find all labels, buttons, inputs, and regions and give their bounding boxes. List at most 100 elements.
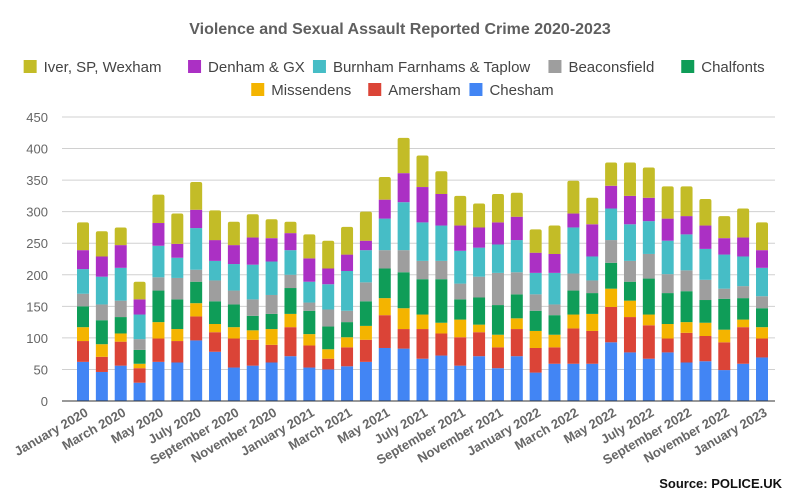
- bar-segment: [114, 245, 127, 268]
- bar-segment: [454, 337, 467, 366]
- bar-segment: [284, 327, 297, 357]
- bar-segment: [284, 250, 297, 275]
- bar-segment: [473, 297, 486, 325]
- bar-segment: [359, 339, 372, 362]
- bar-segment: [416, 329, 429, 359]
- bar-segment: [265, 362, 278, 401]
- legend-item[interactable]: Amersham: [368, 82, 461, 99]
- bar-segment: [303, 367, 316, 401]
- bar-segment: [95, 231, 108, 257]
- bar-stack: [491, 193, 504, 401]
- bar-segment: [322, 284, 335, 310]
- bar-segment: [95, 356, 108, 372]
- bar-segment: [586, 224, 599, 257]
- bar-segment: [265, 261, 278, 295]
- bar-segment: [718, 298, 731, 330]
- bar-segment: [473, 247, 486, 277]
- bar-segment: [171, 277, 184, 300]
- bar-segment: [491, 193, 504, 223]
- bar-segment: [95, 276, 108, 305]
- legend-swatch: [251, 83, 265, 96]
- bar-segment: [246, 315, 259, 331]
- bar-segment: [699, 225, 712, 249]
- bar-segment: [303, 302, 316, 311]
- bars: [77, 137, 768, 401]
- bar-segment: [190, 281, 203, 304]
- bar-segment: [95, 344, 108, 357]
- bar-segment: [209, 332, 222, 352]
- legend-item[interactable]: Missendens: [251, 82, 351, 99]
- bar-segment: [397, 173, 410, 203]
- bar-stack: [171, 213, 184, 401]
- bar-segment: [190, 316, 203, 341]
- bar-segment: [416, 260, 429, 280]
- bar-segment: [737, 208, 750, 238]
- bar-segment: [567, 314, 580, 329]
- bar-segment: [661, 338, 674, 353]
- bar-segment: [510, 192, 523, 217]
- bar-segment: [473, 227, 486, 248]
- bar-segment: [661, 240, 674, 275]
- bar-segment: [567, 227, 580, 274]
- legend-swatch: [681, 60, 695, 73]
- bar-segment: [246, 214, 259, 238]
- bar-segment: [133, 339, 146, 350]
- bar-stack: [265, 219, 278, 401]
- bar-segment: [737, 319, 750, 328]
- bar-segment: [190, 209, 203, 229]
- bar-segment: [227, 327, 240, 339]
- bar-segment: [416, 187, 429, 223]
- bar-segment: [95, 371, 108, 401]
- bar-segment: [359, 211, 372, 241]
- bar-segment: [133, 363, 146, 369]
- bar-segment: [642, 253, 655, 279]
- legend-item[interactable]: Denham & GX: [188, 59, 305, 76]
- legend-item[interactable]: Chesham: [469, 82, 554, 99]
- bar-segment: [95, 304, 108, 321]
- bar-segment: [510, 216, 523, 241]
- bar-segment: [284, 233, 297, 251]
- bar-segment: [322, 326, 335, 350]
- legend-label: Denham & GX: [208, 59, 305, 76]
- legend-swatch: [469, 83, 483, 96]
- legend-swatch: [312, 60, 326, 73]
- bar-segment: [171, 362, 184, 401]
- y-tick-label: 300: [26, 205, 48, 220]
- bar-segment: [359, 325, 372, 340]
- bar-segment: [454, 250, 467, 284]
- bar-segment: [567, 180, 580, 214]
- bar-segment: [77, 269, 89, 294]
- bar-segment: [737, 327, 750, 364]
- bar-segment: [699, 199, 712, 226]
- bar-segment: [284, 221, 297, 234]
- bar-segment: [567, 328, 580, 364]
- bar-segment: [491, 244, 504, 273]
- legend-item[interactable]: Burnham Farnhams & Taplow: [312, 59, 530, 76]
- bar-segment: [171, 329, 184, 342]
- bar-segment: [548, 347, 561, 364]
- bar-segment: [680, 234, 693, 271]
- bar-segment: [209, 260, 222, 281]
- bar-segment: [605, 208, 618, 241]
- bar-segment: [341, 337, 354, 348]
- legend-item[interactable]: Iver, SP, Wexham: [23, 59, 162, 76]
- bar-segment: [718, 342, 731, 371]
- bar-segment: [680, 322, 693, 333]
- bar-segment: [209, 301, 222, 325]
- bar-segment: [341, 366, 354, 401]
- bar-segment: [114, 227, 127, 246]
- bar-segment: [529, 252, 542, 273]
- bar-segment: [529, 310, 542, 331]
- bar-segment: [756, 222, 768, 251]
- bar-stack: [473, 203, 486, 401]
- bar-segment: [246, 264, 259, 300]
- legend-item[interactable]: Beaconsfield: [548, 59, 654, 76]
- bar-segment: [284, 288, 297, 314]
- bar-stack: [416, 155, 429, 401]
- bar-segment: [397, 250, 410, 273]
- bar-segment: [642, 221, 655, 254]
- bar-segment: [718, 329, 731, 343]
- bar-segment: [435, 225, 448, 261]
- legend-item[interactable]: Chalfonts: [681, 59, 765, 76]
